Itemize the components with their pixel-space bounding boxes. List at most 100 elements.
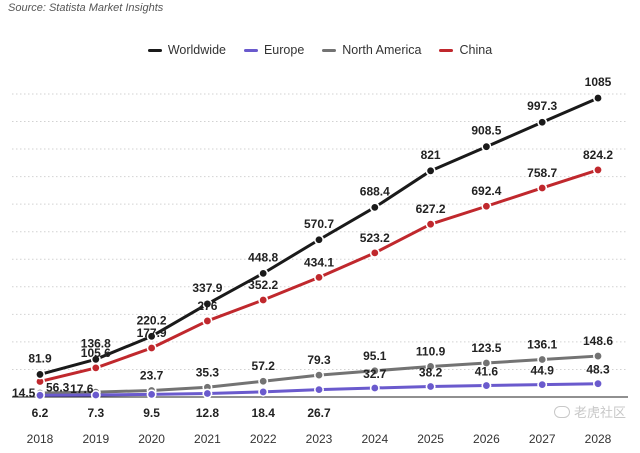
data-label-north-america: 136.1 bbox=[527, 338, 557, 352]
data-label-worldwide: 1085 bbox=[585, 75, 612, 89]
data-label-europe: 32.7 bbox=[363, 367, 387, 381]
data-label-worldwide: 570.7 bbox=[304, 217, 334, 231]
data-point-worldwide bbox=[34, 369, 45, 380]
data-label-worldwide: 908.5 bbox=[471, 124, 501, 138]
data-point-china bbox=[258, 294, 269, 305]
data-label-worldwide: 337.9 bbox=[192, 281, 222, 295]
data-point-north-america bbox=[592, 351, 603, 362]
data-point-china bbox=[592, 164, 603, 175]
data-label-europe: 9.5 bbox=[143, 406, 160, 420]
legend-swatch-china bbox=[439, 48, 454, 52]
data-label-europe: 48.3 bbox=[586, 363, 610, 377]
legend-item-north-america[interactable]: North America bbox=[322, 43, 421, 57]
data-label-worldwide: 220.2 bbox=[137, 313, 167, 327]
data-point-europe bbox=[425, 381, 436, 392]
x-tick-label: 2021 bbox=[194, 432, 221, 446]
data-label-worldwide: 688.4 bbox=[360, 184, 390, 198]
data-point-worldwide bbox=[258, 268, 269, 279]
x-tick-label: 2027 bbox=[529, 432, 556, 446]
data-label-europe: 18.4 bbox=[252, 406, 276, 420]
series-line-china bbox=[38, 168, 600, 383]
data-label-worldwide: 997.3 bbox=[527, 99, 557, 113]
data-point-north-america bbox=[537, 354, 548, 365]
x-tick-label: 2025 bbox=[417, 432, 444, 446]
data-point-europe bbox=[146, 389, 157, 400]
data-point-north-america bbox=[146, 385, 157, 396]
data-label-europe: 26.7 bbox=[307, 406, 331, 420]
data-label-north-america: 35.3 bbox=[196, 365, 220, 379]
series-line-europe bbox=[38, 382, 600, 397]
watermark-icon bbox=[553, 405, 570, 418]
data-label-china: 824.2 bbox=[583, 148, 613, 162]
data-label-europe: 6.2 bbox=[32, 406, 49, 420]
data-point-europe bbox=[369, 382, 380, 393]
x-tick-label: 2019 bbox=[82, 432, 109, 446]
series-line-worldwide bbox=[38, 96, 600, 376]
data-label-north-america: 110.9 bbox=[416, 344, 446, 358]
data-label-europe: 12.8 bbox=[196, 406, 220, 420]
data-label-europe: 41.6 bbox=[475, 365, 499, 379]
x-tick-label: 2024 bbox=[361, 432, 388, 446]
data-point-china bbox=[202, 315, 213, 326]
data-point-worldwide bbox=[537, 117, 548, 128]
legend-label-north-america: North America bbox=[342, 43, 422, 57]
legend-label-worldwide: Worldwide bbox=[167, 43, 226, 57]
data-label-north-america: 123.5 bbox=[471, 341, 501, 355]
x-tick-label: 2018 bbox=[27, 432, 54, 446]
x-tick-label: 2020 bbox=[138, 432, 165, 446]
data-point-worldwide bbox=[425, 165, 436, 176]
chart-legend: Worldwide Europe North America China bbox=[0, 43, 640, 57]
data-label-china: 627.2 bbox=[416, 202, 446, 216]
legend-item-china[interactable]: China bbox=[439, 43, 492, 57]
data-label-north-america: 23.7 bbox=[140, 368, 164, 382]
data-point-china bbox=[34, 376, 45, 387]
legend-item-europe[interactable]: Europe bbox=[243, 43, 305, 57]
legend-swatch-north-america bbox=[322, 48, 337, 52]
data-point-worldwide bbox=[146, 331, 157, 342]
data-label-china: 352.2 bbox=[248, 278, 278, 292]
data-point-europe bbox=[258, 386, 269, 397]
data-label-north-america: 17.6 bbox=[70, 382, 94, 396]
data-point-north-america bbox=[425, 361, 436, 372]
data-label-worldwide: 448.8 bbox=[248, 250, 278, 264]
data-label-europe: 7.3 bbox=[87, 406, 104, 420]
data-label-china: 276 bbox=[197, 299, 217, 313]
legend-swatch-worldwide bbox=[147, 48, 162, 52]
data-label-north-america: 57.2 bbox=[252, 359, 276, 373]
data-label-china: 105.6 bbox=[81, 346, 111, 360]
data-label-north-america: 79.3 bbox=[307, 353, 331, 367]
data-label-worldwide: 136.8 bbox=[81, 336, 111, 350]
watermark: 老虎社区 bbox=[553, 402, 626, 421]
data-label-china: 177.9 bbox=[137, 326, 167, 340]
data-label-north-america: 148.6 bbox=[583, 334, 613, 348]
series-line-north-america bbox=[38, 354, 600, 395]
legend-label-europe: Europe bbox=[263, 43, 305, 57]
data-label-china: 758.7 bbox=[527, 166, 557, 180]
source-note: Source: Statista Market Insights bbox=[8, 2, 164, 14]
data-label-north-america: 14.5 bbox=[12, 386, 36, 400]
legend-swatch-europe bbox=[243, 48, 258, 52]
data-point-worldwide bbox=[202, 298, 213, 309]
data-point-europe bbox=[34, 390, 45, 401]
x-tick-label: 2026 bbox=[473, 432, 500, 446]
data-label-north-america: 95.1 bbox=[363, 349, 387, 363]
legend-item-worldwide[interactable]: Worldwide bbox=[147, 43, 226, 57]
data-point-europe bbox=[90, 389, 101, 400]
data-label-europe: 44.9 bbox=[531, 364, 555, 378]
data-point-china bbox=[146, 342, 157, 353]
data-point-china bbox=[481, 201, 492, 212]
data-point-europe bbox=[481, 380, 492, 391]
data-label-china: 692.4 bbox=[471, 184, 501, 198]
data-label-china: 434.1 bbox=[304, 255, 334, 269]
data-label-worldwide: 821 bbox=[421, 148, 441, 162]
data-point-europe bbox=[313, 384, 324, 395]
data-point-north-america bbox=[202, 382, 213, 393]
data-point-worldwide bbox=[481, 141, 492, 152]
data-point-china bbox=[369, 247, 380, 258]
data-point-north-america bbox=[90, 387, 101, 398]
data-point-north-america bbox=[34, 388, 45, 399]
data-point-worldwide bbox=[313, 234, 324, 245]
data-point-europe bbox=[592, 378, 603, 389]
legend-label-china: China bbox=[459, 43, 493, 57]
